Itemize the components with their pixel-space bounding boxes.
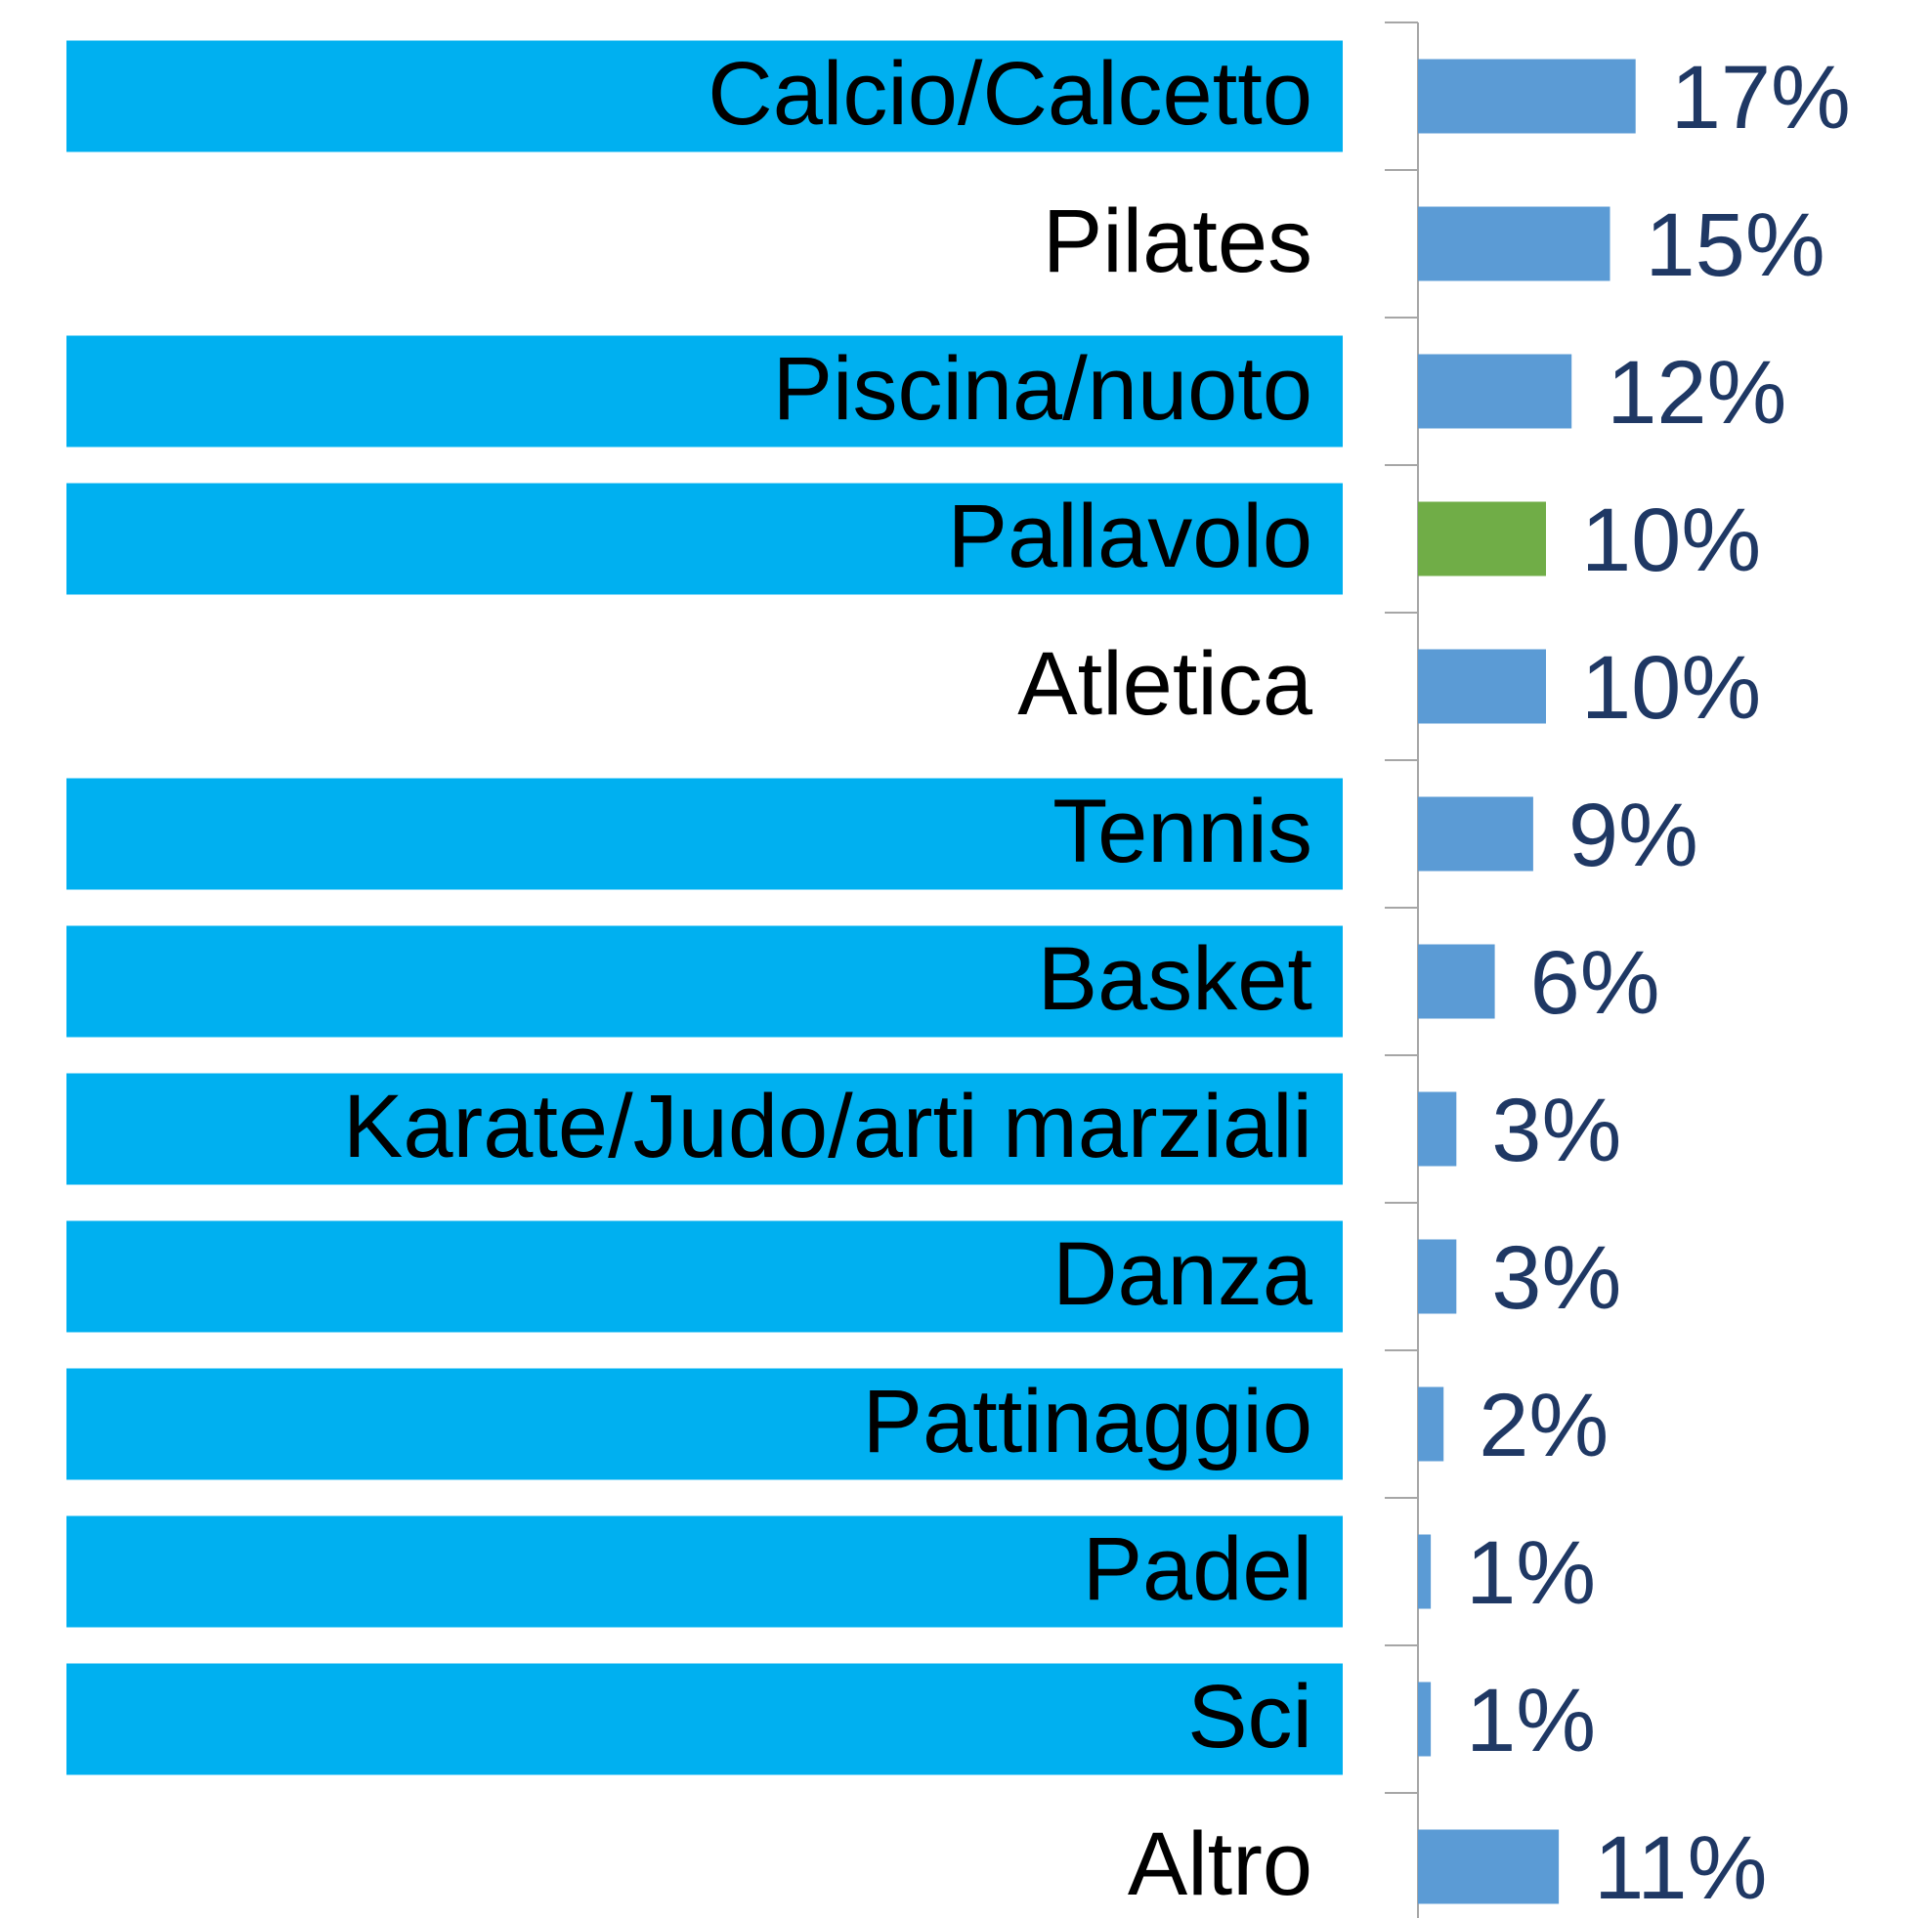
category-label: Danza xyxy=(1052,1224,1313,1324)
category-label: Pattinaggio xyxy=(863,1372,1312,1471)
label-highlight xyxy=(66,778,1343,890)
category-label: Pilates xyxy=(1043,192,1312,291)
bar xyxy=(1418,1239,1457,1314)
value-label: 6% xyxy=(1530,933,1660,1033)
bar xyxy=(1418,944,1495,1019)
value-label: 12% xyxy=(1607,343,1786,443)
value-label: 15% xyxy=(1646,195,1825,295)
category-label: Sci xyxy=(1187,1667,1312,1767)
bar xyxy=(1418,796,1533,872)
value-label: 10% xyxy=(1581,490,1761,590)
label-highlight xyxy=(66,40,1343,152)
label-highlight xyxy=(66,925,1343,1038)
bar xyxy=(1418,1829,1560,1904)
value-label: 1% xyxy=(1466,1671,1596,1770)
bar xyxy=(1418,501,1546,576)
label-highlight xyxy=(66,1515,1343,1628)
category-label: Atletica xyxy=(1017,634,1313,734)
bar xyxy=(1418,354,1572,429)
label-highlight xyxy=(66,1073,1343,1185)
category-label: Padel xyxy=(1083,1519,1312,1619)
value-label: 2% xyxy=(1479,1376,1609,1475)
value-label: 3% xyxy=(1491,1081,1621,1180)
label-highlight xyxy=(66,1368,1343,1480)
category-label: Altro xyxy=(1128,1814,1312,1914)
value-label: 17% xyxy=(1671,48,1851,148)
bar xyxy=(1418,59,1636,134)
value-label: 10% xyxy=(1581,638,1761,738)
value-label: 11% xyxy=(1594,1818,1767,1918)
category-label: Pallavolo xyxy=(948,487,1312,586)
category-label: Calcio/Calcetto xyxy=(708,44,1312,144)
category-label: Karate/Judo/arti marziali xyxy=(343,1077,1312,1176)
category-label: Tennis xyxy=(1052,782,1312,881)
label-highlight xyxy=(66,335,1343,448)
bar xyxy=(1418,1091,1457,1167)
bar xyxy=(1418,1682,1432,1757)
bar xyxy=(1418,649,1546,724)
value-label: 3% xyxy=(1491,1228,1621,1328)
category-label: Piscina/nuoto xyxy=(773,339,1312,439)
label-highlight xyxy=(66,1220,1343,1333)
label-highlight xyxy=(66,1663,1343,1775)
category-label: Basket xyxy=(1038,929,1312,1029)
value-label: 9% xyxy=(1568,786,1698,885)
bar xyxy=(1418,1386,1444,1462)
value-label: 1% xyxy=(1466,1523,1596,1623)
label-highlight xyxy=(66,483,1343,595)
bar xyxy=(1418,1534,1432,1609)
bar xyxy=(1418,206,1610,281)
